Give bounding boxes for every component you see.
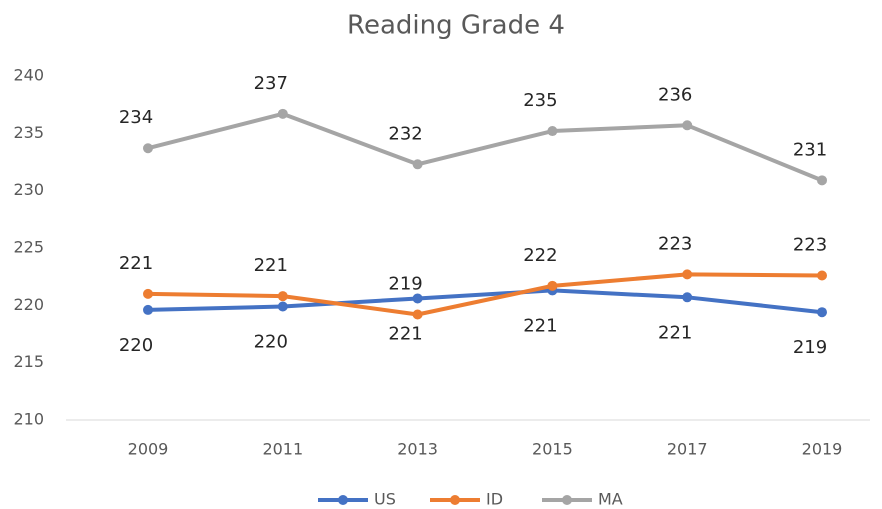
legend-label: US	[374, 490, 396, 509]
y-tick-label: 235	[13, 123, 44, 142]
x-tick-label: 2013	[397, 440, 438, 459]
x-tick-label: 2015	[532, 440, 573, 459]
point	[682, 292, 693, 303]
point	[277, 301, 288, 312]
legend-label: MA	[598, 490, 623, 509]
point	[817, 307, 827, 318]
legend-marker	[450, 495, 460, 505]
data-label: 219	[388, 274, 422, 295]
point	[143, 304, 153, 315]
point	[412, 293, 423, 304]
point	[412, 159, 423, 170]
point	[143, 288, 153, 299]
x-tick-label: 2009	[128, 440, 169, 459]
data-label: 231	[793, 139, 827, 160]
point	[547, 280, 558, 291]
data-label: 223	[793, 235, 827, 256]
data-label: 221	[523, 315, 557, 336]
data-label: 219	[793, 337, 827, 358]
x-tick-label: 2011	[262, 440, 303, 459]
x-tick-label: 2017	[667, 440, 708, 459]
point	[682, 120, 693, 131]
point	[277, 108, 288, 119]
data-label: 222	[523, 245, 557, 266]
data-label: 220	[254, 331, 288, 352]
point	[817, 270, 827, 281]
y-tick-label: 220	[13, 295, 44, 314]
data-label: 234	[119, 107, 153, 128]
series-line	[147, 111, 823, 183]
y-tick-label: 240	[13, 66, 44, 85]
data-label: 232	[388, 123, 422, 144]
data-label: 221	[388, 323, 422, 344]
point	[547, 126, 558, 137]
point	[143, 143, 153, 154]
legend-marker	[338, 495, 348, 505]
legend-label: ID	[486, 490, 503, 509]
legend-marker	[562, 495, 572, 505]
y-tick-label: 210	[13, 410, 44, 429]
chart-title: Reading Grade 4	[347, 11, 565, 41]
data-label: 221	[119, 253, 153, 274]
data-label: 221	[658, 322, 692, 343]
point	[817, 175, 827, 186]
point	[277, 291, 288, 302]
y-tick-label: 225	[13, 238, 44, 257]
y-tick-label: 230	[13, 180, 44, 199]
x-tick-label: 2019	[802, 440, 843, 459]
data-label: 235	[523, 90, 557, 111]
data-label: 220	[119, 335, 153, 356]
data-label: 236	[658, 84, 692, 105]
series-line	[147, 272, 823, 317]
y-tick-label: 215	[13, 352, 44, 371]
point	[412, 309, 423, 320]
data-label: 221	[254, 255, 288, 276]
data-label: 237	[254, 73, 288, 94]
point	[682, 269, 693, 280]
data-label: 223	[658, 233, 692, 254]
series-line	[147, 288, 823, 315]
